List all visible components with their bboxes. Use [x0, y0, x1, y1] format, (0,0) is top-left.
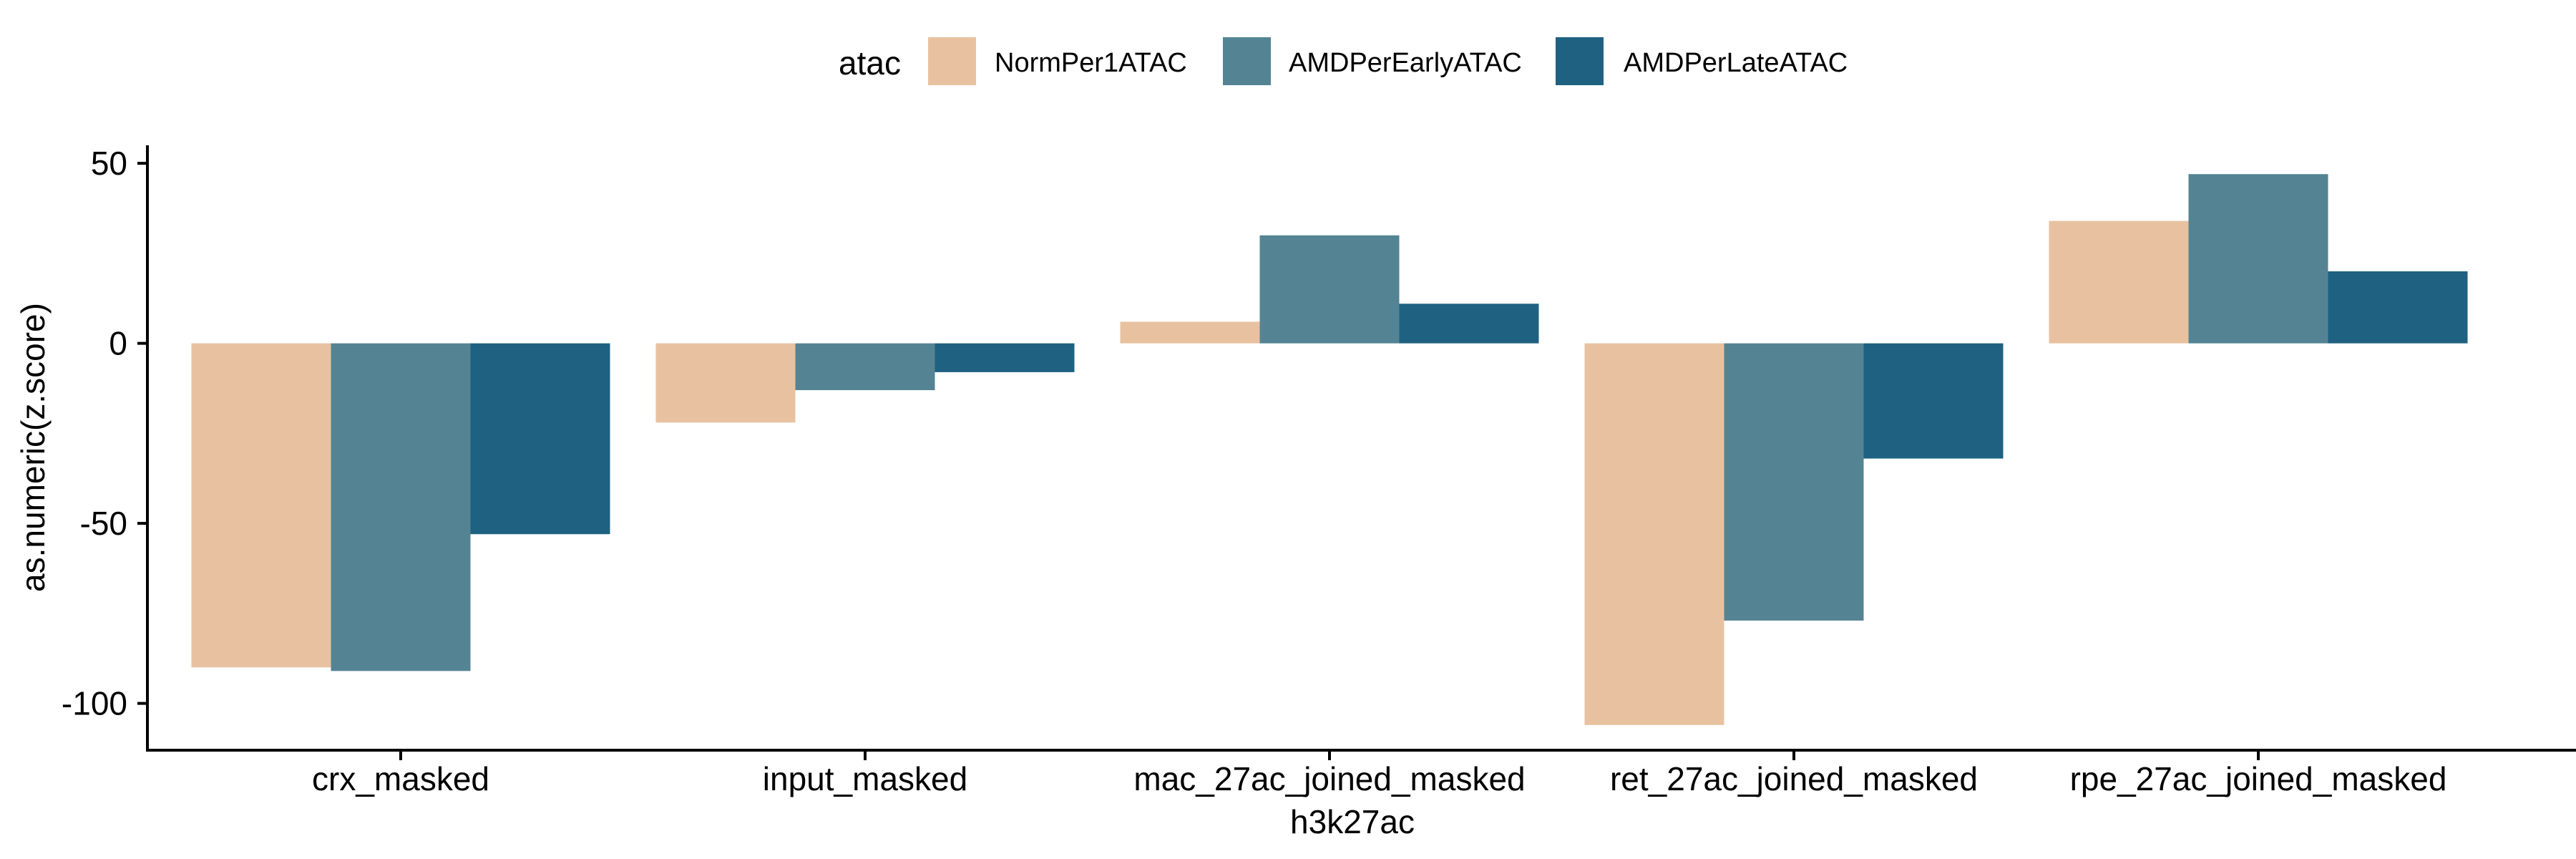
bar-rpe_27ac_joined_masked-AMDPerEarlyATAC: [2188, 174, 2328, 344]
legend-swatch-AMDPerLateATAC: [1556, 37, 1604, 85]
bar-ret_27ac_joined_masked-NormPer1ATAC: [1584, 343, 1724, 725]
bar-crx_masked-AMDPerEarlyATAC: [331, 343, 471, 671]
bar-ret_27ac_joined_masked-AMDPerEarlyATAC: [1724, 343, 1864, 621]
bar-crx_masked-AMDPerLateATAC: [470, 343, 610, 535]
x-tick-label: mac_27ac_joined_masked: [1133, 760, 1525, 797]
legend-label-NormPer1ATAC: NormPer1ATAC: [995, 48, 1187, 78]
legend-label-AMDPerEarlyATAC: AMDPerEarlyATAC: [1289, 48, 1522, 78]
x-axis-title: h3k27ac: [1290, 803, 1415, 840]
legend-swatch-AMDPerEarlyATAC: [1223, 37, 1271, 85]
x-tick-label: crx_masked: [312, 760, 489, 797]
x-tick-label: rpe_27ac_joined_masked: [2070, 760, 2447, 797]
bar-input_masked-AMDPerLateATAC: [935, 343, 1075, 372]
plot-area: [191, 174, 2468, 725]
bar-input_masked-NormPer1ATAC: [655, 343, 796, 423]
bar-mac_27ac_joined_masked-AMDPerEarlyATAC: [1259, 235, 1400, 344]
y-axis-title: as.numeric(z.score): [14, 303, 52, 592]
y-tick-label: 50: [91, 145, 127, 182]
y-tick-label: 0: [109, 325, 127, 362]
bar-input_masked-AMDPerEarlyATAC: [795, 343, 935, 391]
legend-title: atac: [839, 44, 901, 82]
legend: atac NormPer1ATAC AMDPerEarlyATAC AMDPerLa…: [839, 37, 1848, 85]
legend-label-AMDPerLateATAC: AMDPerLateATAC: [1624, 48, 1848, 78]
y-tick-label: -100: [62, 685, 127, 722]
y-axis: 50 0 -50 -100: [62, 145, 147, 722]
bar-mac_27ac_joined_masked-NormPer1ATAC: [1120, 321, 1260, 344]
legend-swatch-NormPer1ATAC: [928, 37, 976, 85]
y-tick-label: -50: [80, 505, 127, 542]
bar-mac_27ac_joined_masked-AMDPerLateATAC: [1399, 304, 1539, 344]
bar-ret_27ac_joined_masked-AMDPerLateATAC: [1863, 343, 2004, 459]
bar-rpe_27ac_joined_masked-NormPer1ATAC: [2049, 220, 2189, 344]
x-tick-label: input_masked: [763, 760, 967, 797]
x-tick-label: ret_27ac_joined_masked: [1610, 760, 1978, 797]
bar-crx_masked-NormPer1ATAC: [191, 343, 331, 668]
bar-rpe_27ac_joined_masked-AMDPerLateATAC: [2328, 271, 2468, 344]
x-axis: crx_masked input_masked mac_27ac_joined_ma…: [312, 750, 2446, 797]
